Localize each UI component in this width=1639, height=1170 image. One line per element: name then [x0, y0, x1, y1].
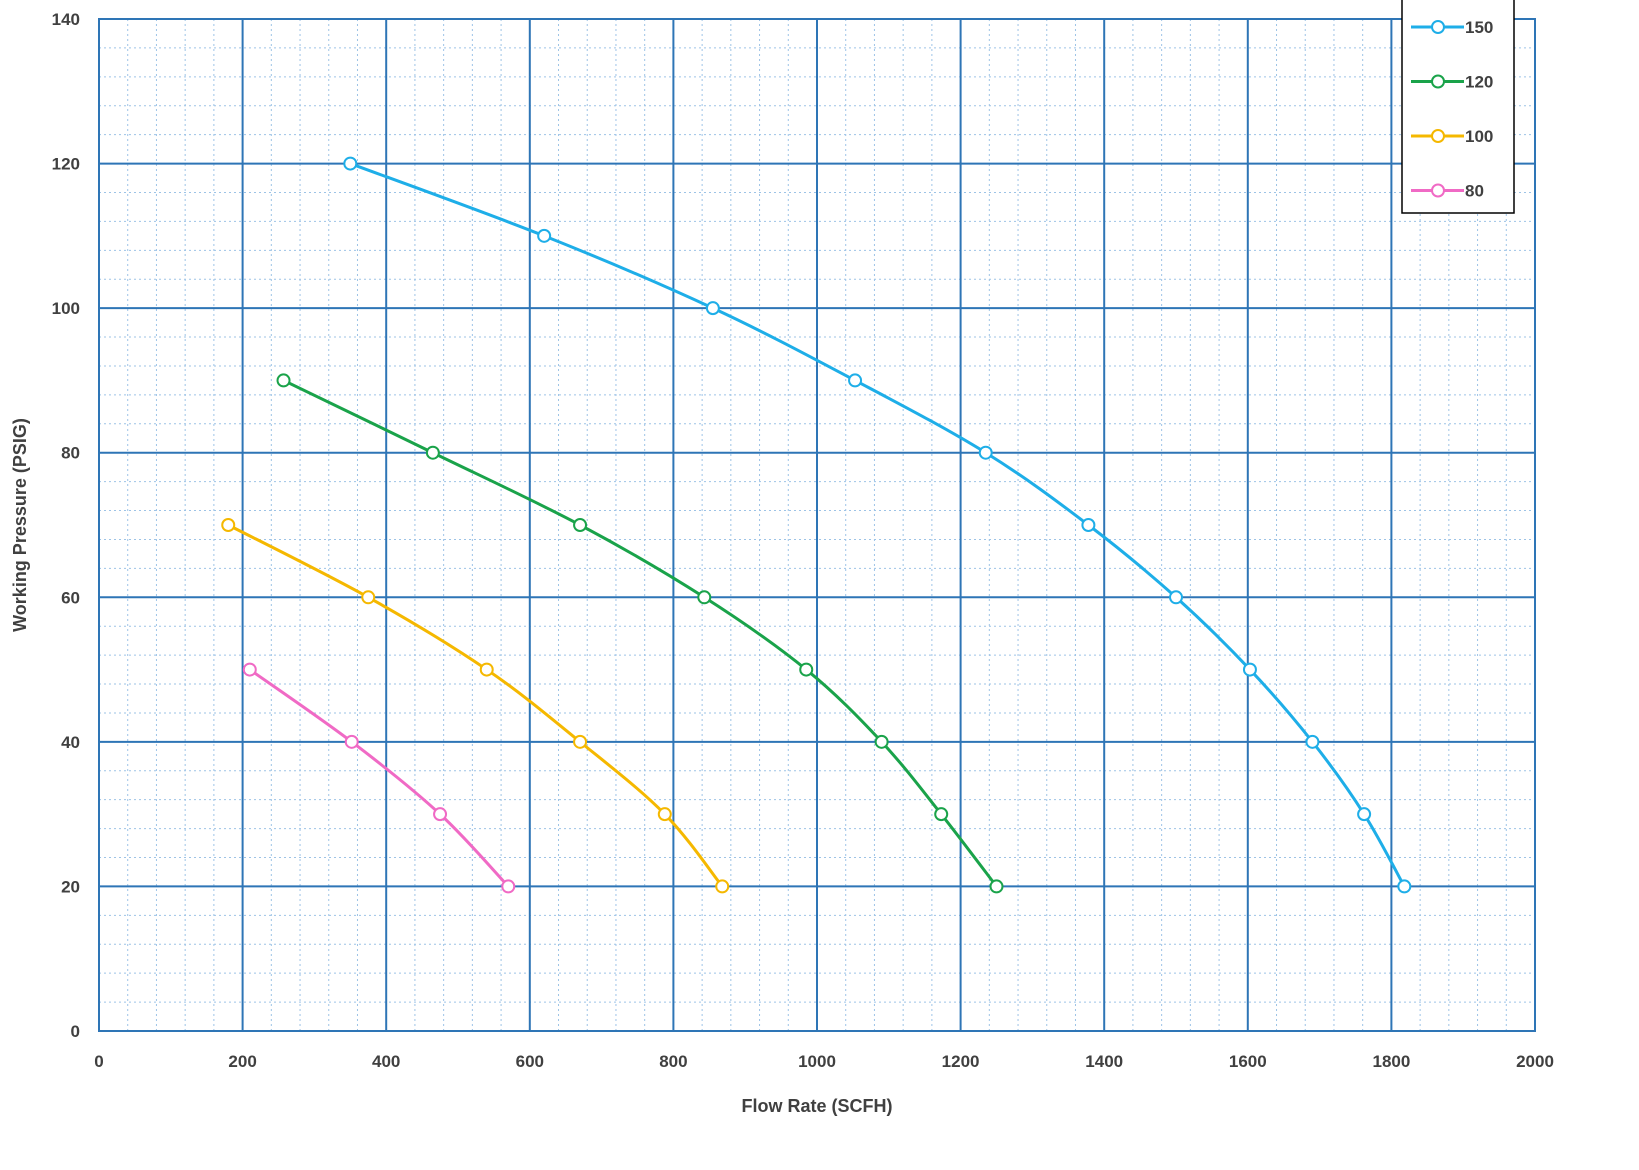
data-point: [276, 373, 291, 388]
data-point: [537, 228, 552, 243]
series-line-80: [248, 668, 510, 888]
legend-item-120: 120: [1411, 73, 1493, 92]
data-point: [989, 879, 1004, 894]
data-point: [705, 301, 720, 316]
x-tick-label: 600: [516, 1052, 544, 1071]
data-point: [874, 734, 889, 749]
data-point: [479, 662, 494, 677]
legend-swatch-marker: [1431, 129, 1445, 143]
y-tick-label: 120: [52, 155, 80, 174]
minor-gridlines: [99, 19, 1535, 1031]
data-point: [501, 879, 516, 894]
data-point: [242, 662, 257, 677]
data-point: [433, 807, 448, 822]
x-tick-label: 2000: [1516, 1052, 1554, 1071]
major-gridlines: [99, 19, 1535, 1031]
legend-label: 150: [1465, 18, 1493, 37]
data-point: [978, 445, 993, 460]
data-point: [848, 373, 863, 388]
legend-label: 100: [1465, 127, 1493, 146]
y-tick-labels: 0 20 40 60 80 100 120 140: [52, 10, 80, 1041]
legend-item-100: 100: [1411, 127, 1493, 146]
series-line-150: [349, 162, 1406, 888]
legend-item-80: 80: [1411, 182, 1484, 201]
data-point: [1305, 734, 1320, 749]
legend-label: 120: [1465, 73, 1493, 92]
x-tick-label: 200: [228, 1052, 256, 1071]
legend-box: [1401, 0, 1515, 214]
legend-swatch-marker: [1431, 20, 1445, 34]
series-100: [221, 518, 730, 894]
data-point: [799, 662, 814, 677]
data-point: [425, 445, 440, 460]
data-point: [657, 807, 672, 822]
series-layer: [221, 156, 1412, 894]
series-80: [242, 662, 516, 894]
data-point: [1169, 590, 1183, 605]
y-tick-label: 80: [61, 444, 80, 463]
x-tick-label: 1400: [1085, 1052, 1123, 1071]
x-axis-title: Flow Rate (SCFH): [742, 1096, 893, 1116]
data-point: [573, 518, 588, 532]
x-tick-label: 1600: [1229, 1052, 1267, 1071]
legend-swatch-marker: [1431, 183, 1445, 198]
x-tick-label: 1200: [942, 1052, 980, 1071]
x-tick-label: 1800: [1372, 1052, 1410, 1071]
x-tick-label: 1000: [798, 1052, 836, 1071]
y-axis-title: Working Pressure (PSIG): [10, 418, 30, 632]
series-150: [343, 156, 1412, 894]
y-tick-label: 100: [52, 299, 80, 318]
data-point: [1242, 662, 1257, 677]
y-tick-label: 20: [61, 877, 80, 896]
data-point: [343, 156, 358, 171]
legend-item-150: 150: [1411, 18, 1493, 37]
series-line-120: [282, 379, 998, 888]
data-point: [573, 734, 588, 749]
data-point: [1357, 807, 1372, 822]
data-point: [934, 807, 949, 822]
plot-frame: [98, 18, 1536, 1032]
x-tick-label: 400: [372, 1052, 400, 1071]
data-point: [1081, 518, 1096, 532]
data-point: [344, 734, 359, 749]
data-point: [1397, 879, 1412, 894]
y-tick-label: 40: [61, 733, 80, 752]
y-tick-label: 60: [61, 588, 80, 607]
y-tick-label: 140: [52, 10, 80, 29]
legend-swatch-marker: [1431, 74, 1445, 89]
x-tick-labels: 0 200 400 600 800 1000 1200 1400 1600 1800 2000: [94, 1052, 1554, 1071]
x-tick-label: 0: [94, 1052, 103, 1071]
data-point: [697, 590, 712, 605]
legend: 150 120 100 80: [1401, 0, 1515, 214]
data-point: [715, 879, 730, 894]
data-point: [221, 518, 236, 532]
x-tick-label: 800: [659, 1052, 687, 1071]
y-tick-label: 0: [71, 1022, 80, 1041]
data-point: [361, 590, 376, 605]
series-120: [276, 373, 1004, 894]
legend-label: 80: [1465, 182, 1484, 201]
